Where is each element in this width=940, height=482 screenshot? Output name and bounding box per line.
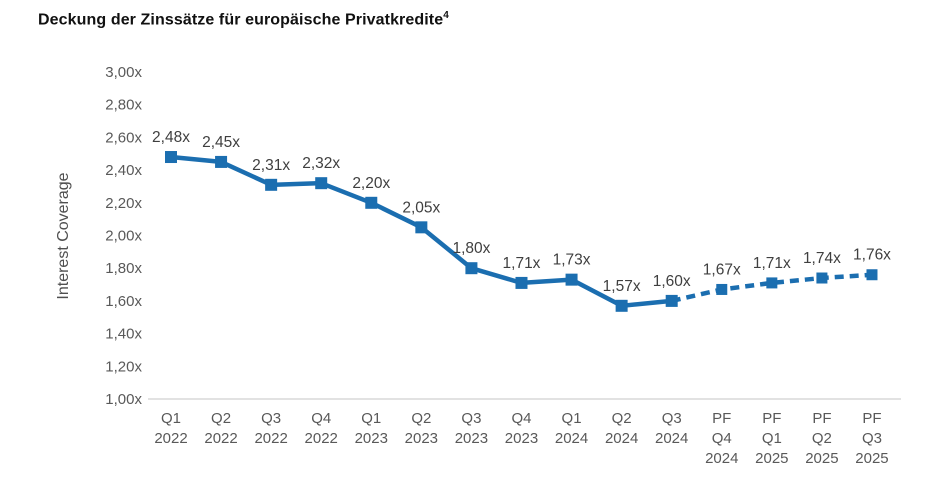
data-point-marker (365, 196, 378, 209)
y-axis-tick-label: 1,00x (105, 391, 142, 408)
data-point-marker (565, 273, 578, 286)
data-point-label: 1,73x (553, 252, 591, 269)
y-axis-tick-label: 1,20x (105, 358, 142, 375)
x-axis-tick-label: PF Q3 2025 (855, 410, 888, 467)
data-point-marker (716, 283, 728, 295)
x-axis-tick-label: Q3 2023 (455, 410, 488, 447)
x-axis-tick-label: PF Q1 2025 (755, 410, 788, 467)
chart-title: Deckung der Zinssätze für europäische Pr… (38, 10, 449, 29)
y-axis-tick-label: 2,20x (105, 195, 142, 212)
series-line-forecast (671, 272, 873, 304)
x-axis-tick-label: PF Q2 2025 (805, 410, 838, 467)
data-point-marker (515, 276, 528, 289)
y-axis-tick-label: 2,40x (105, 162, 142, 179)
data-point-label: 1,80x (452, 240, 490, 257)
data-point-marker (215, 155, 228, 168)
data-point-label: 1,67x (703, 261, 741, 278)
y-axis-tick-label: 1,80x (105, 260, 142, 277)
y-axis-title: Interest Coverage (55, 172, 72, 299)
x-axis-tick-label: Q3 2022 (254, 410, 287, 447)
y-axis-tick-label: 1,60x (105, 293, 142, 310)
data-point-marker (165, 151, 177, 164)
data-point-marker (766, 277, 778, 289)
data-point-marker (465, 262, 478, 275)
y-axis-tick-label: 2,60x (105, 129, 142, 146)
data-point-label: 2,48x (152, 129, 190, 146)
x-axis-tick-label: Q4 2023 (505, 410, 538, 447)
data-point-marker (665, 294, 678, 307)
x-axis-tick-label: Q3 2024 (655, 410, 688, 447)
data-point-marker (866, 269, 878, 281)
x-axis-tick-label: Q2 2023 (405, 410, 438, 447)
data-point-label: 2,32x (302, 155, 340, 172)
data-point-label: 1,71x (753, 255, 791, 272)
data-point-label: 2,05x (402, 199, 440, 216)
y-axis-tick-label: 1,40x (105, 326, 142, 343)
x-axis-tick-label: Q2 2024 (605, 410, 638, 447)
data-point-marker (816, 272, 828, 284)
y-axis-tick-label: 2,80x (105, 97, 142, 114)
data-point-label: 1,74x (803, 250, 841, 267)
x-axis-tick-label: Q1 2022 (154, 410, 187, 447)
data-point-label: 1,71x (503, 255, 541, 272)
data-point-label: 2,20x (352, 175, 390, 192)
x-axis-tick-label: Q4 2022 (305, 410, 338, 447)
data-point-label: 1,60x (653, 273, 691, 290)
data-point-label: 1,76x (853, 247, 891, 264)
x-axis-tick-label: Q2 2022 (204, 410, 237, 447)
x-axis-tick-label: Q1 2024 (555, 410, 588, 447)
chart-title-text: Deckung der Zinssätze für europäische Pr… (38, 11, 444, 29)
y-axis-tick-label: 3,00x (105, 64, 142, 81)
y-axis-tick-label: 2,00x (105, 228, 142, 245)
data-point-label: 2,45x (202, 134, 240, 151)
data-point-marker (615, 299, 628, 312)
data-point-marker (315, 177, 328, 190)
data-point-marker (415, 221, 428, 234)
x-axis-tick-label: PF Q4 2024 (705, 410, 738, 467)
chart-title-footnote-ref: 4 (443, 10, 449, 21)
data-point-label: 1,57x (603, 278, 641, 295)
data-point-marker (265, 178, 278, 191)
data-point-label: 2,31x (252, 157, 290, 174)
x-axis-tick-label: Q1 2023 (355, 410, 388, 447)
